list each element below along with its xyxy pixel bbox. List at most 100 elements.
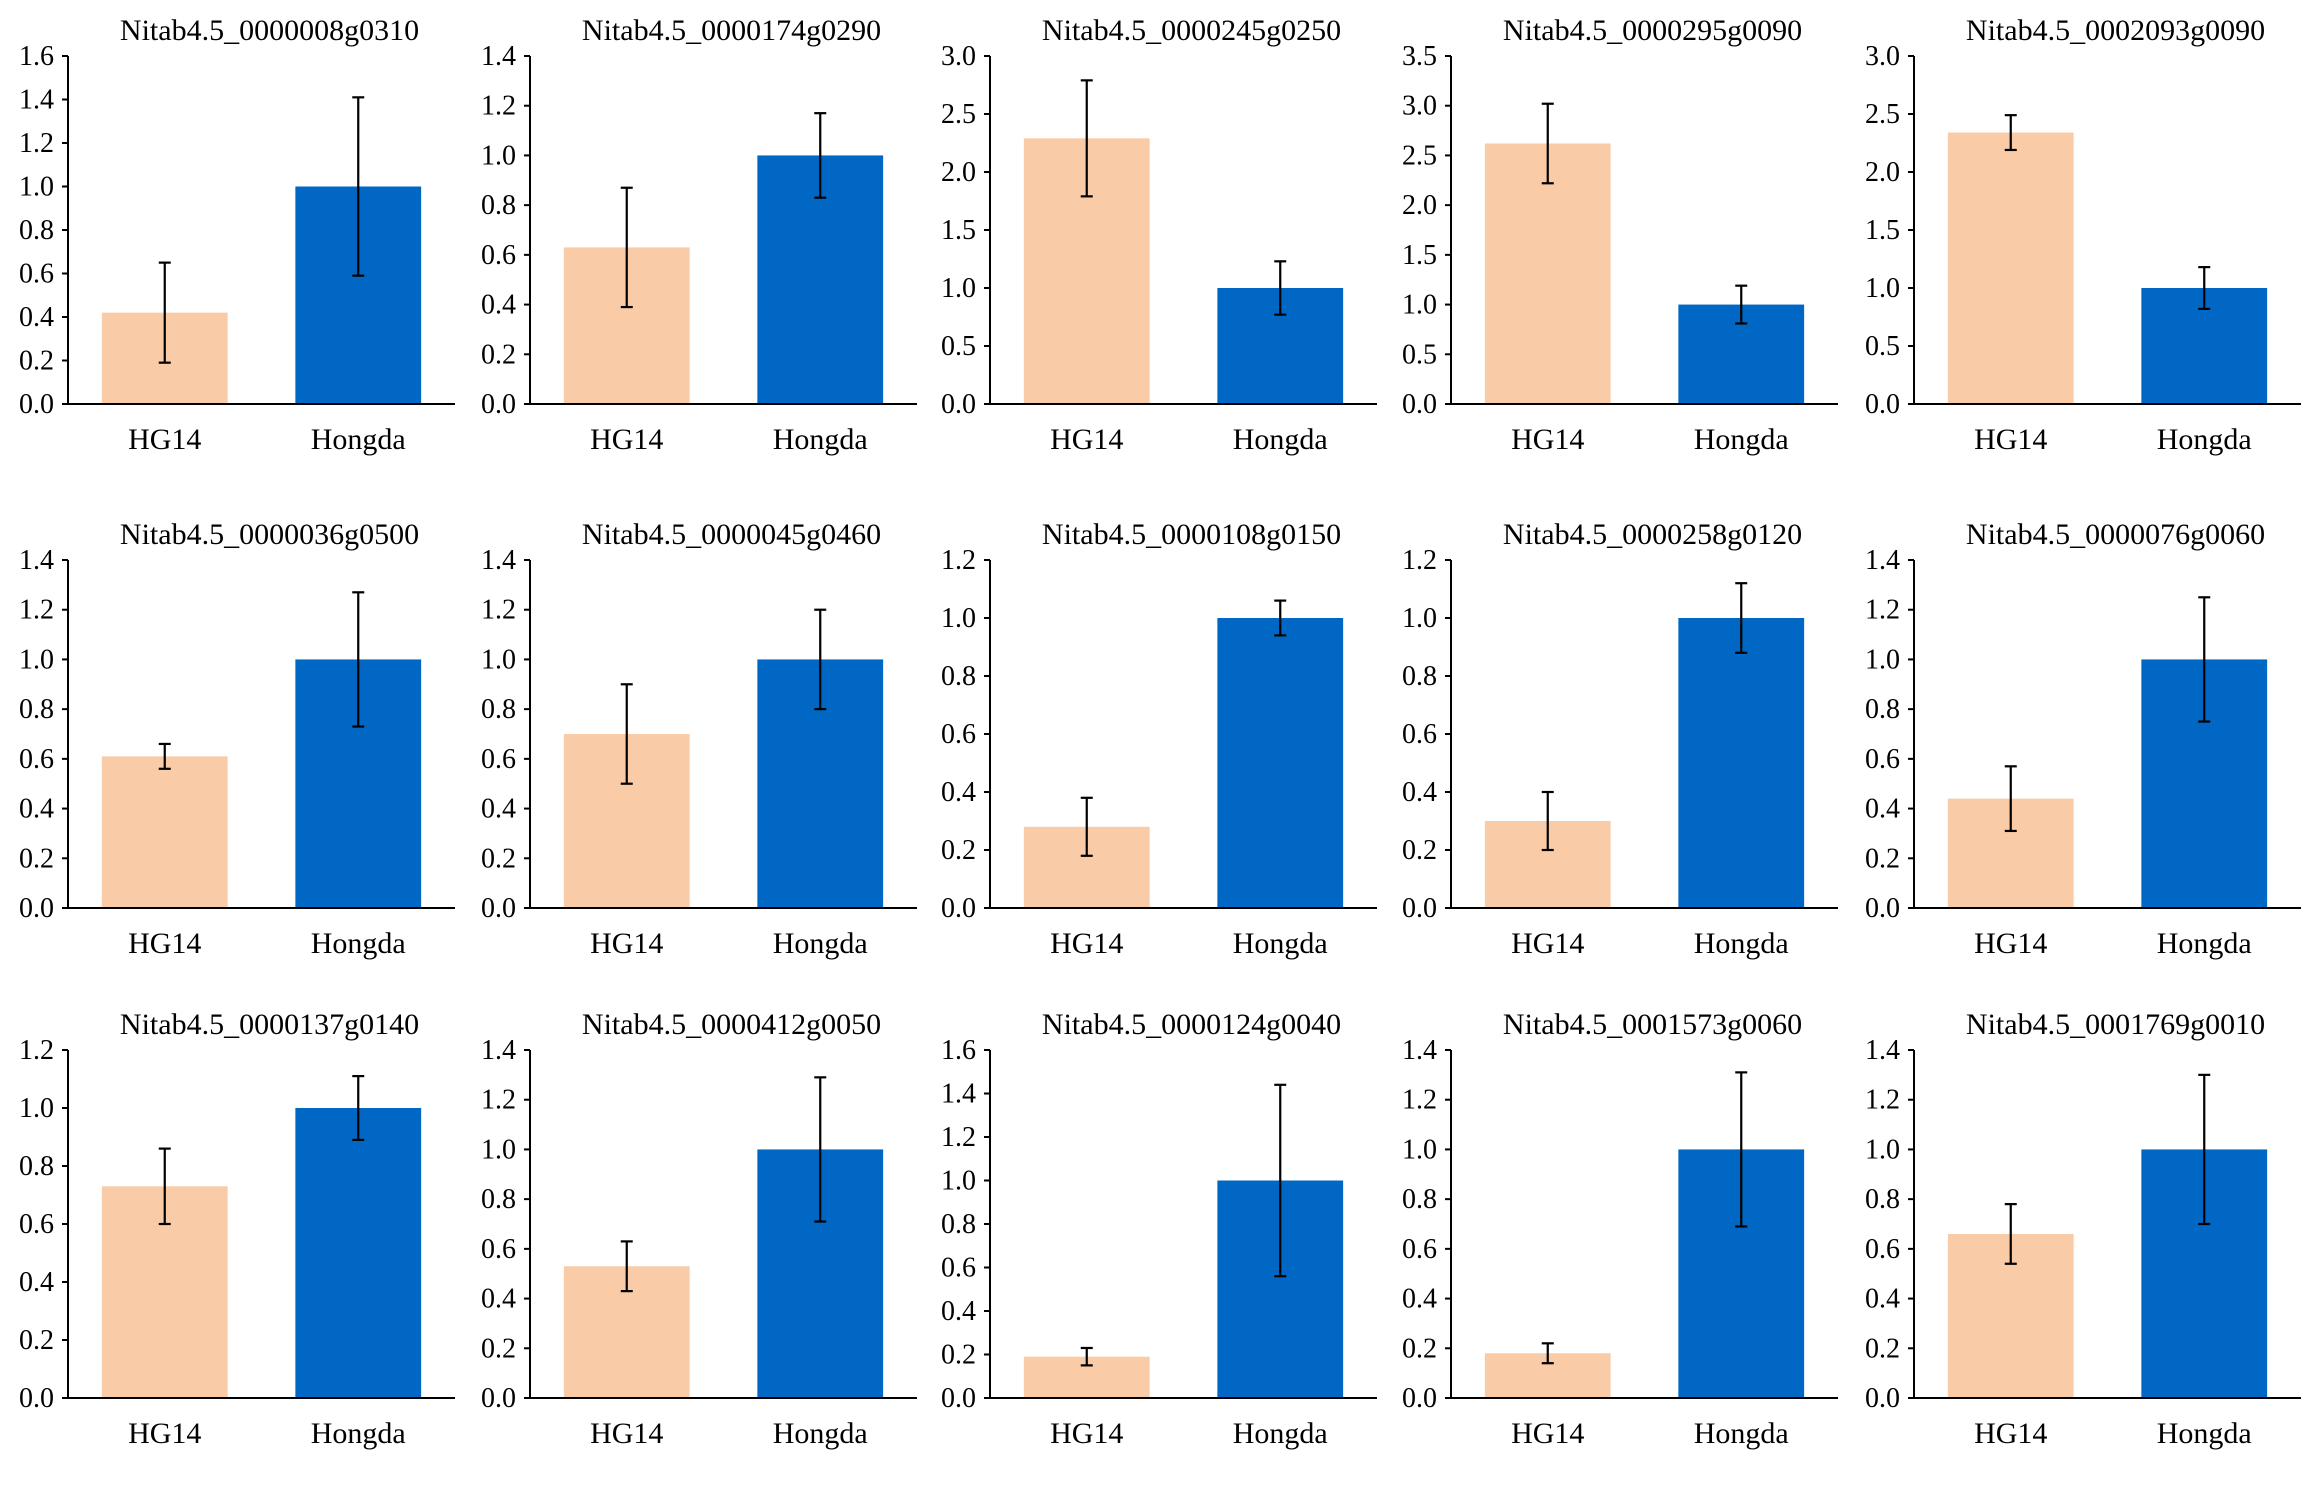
y-tick-label: 0.8 xyxy=(19,694,54,725)
y-tick-label: 3.0 xyxy=(941,41,976,72)
chart-panel: Nitab4.5_0000412g0050 0.0 0.2 0.4 0.6 0.8 1.0 1… xyxy=(481,1008,917,1450)
y-tick-label: 1.2 xyxy=(481,91,516,122)
panel-title: Nitab4.5_0001573g0060 xyxy=(1503,1008,1802,1041)
category-label: HG14 xyxy=(128,423,201,456)
category-label: Hongda xyxy=(311,927,406,960)
y-tick-label: 0.2 xyxy=(19,346,54,377)
y-tick-label: 0.2 xyxy=(19,1325,54,1356)
y-tick-label: 0.6 xyxy=(1865,1234,1900,1265)
y-tick-label: 1.6 xyxy=(19,41,54,72)
y-tick-label: 0.5 xyxy=(1402,339,1437,370)
chart-panel: Nitab4.5_0000045g0460 0.0 0.2 0.4 0.6 0.8 1.0 1… xyxy=(481,518,917,960)
chart-panel: Nitab4.5_0000245g0250 0.0 0.5 1.0 1.5 2.0 2.5 3… xyxy=(941,14,1377,456)
panel-title: Nitab4.5_0000245g0250 xyxy=(1042,14,1341,47)
category-label: HG14 xyxy=(128,1417,201,1450)
y-tick-label: 1.0 xyxy=(19,644,54,675)
category-label: Hongda xyxy=(2157,1417,2252,1450)
bar-hongda xyxy=(1678,618,1805,908)
panel-title: Nitab4.5_0000124g0040 xyxy=(1042,1008,1341,1041)
y-tick-label: 3.0 xyxy=(1402,91,1437,122)
category-label: Hongda xyxy=(1233,927,1328,960)
y-tick-label: 0.8 xyxy=(1865,694,1900,725)
y-tick-label: 1.0 xyxy=(19,1093,54,1124)
y-tick-label: 0.6 xyxy=(19,259,54,290)
y-tick-label: 0.0 xyxy=(1865,893,1900,924)
y-tick-label: 0.4 xyxy=(941,1296,976,1327)
category-label: HG14 xyxy=(1974,423,2047,456)
y-tick-label: 1.5 xyxy=(1402,240,1437,271)
panel-title: Nitab4.5_0000076g0060 xyxy=(1966,518,2265,551)
category-label: HG14 xyxy=(1974,927,2047,960)
category-label: HG14 xyxy=(590,927,663,960)
y-tick-label: 1.4 xyxy=(19,545,54,576)
y-tick-label: 1.0 xyxy=(19,172,54,203)
y-tick-label: 3.0 xyxy=(1865,41,1900,72)
category-label: Hongda xyxy=(773,1417,868,1450)
y-tick-label: 0.8 xyxy=(941,1209,976,1240)
y-tick-label: 0.4 xyxy=(19,1267,54,1298)
panel-title: Nitab4.5_0001769g0010 xyxy=(1966,1008,2265,1041)
y-tick-label: 1.4 xyxy=(481,1035,516,1066)
y-tick-label: 1.4 xyxy=(1865,1035,1900,1066)
y-tick-label: 0.0 xyxy=(19,893,54,924)
category-label: Hongda xyxy=(1694,423,1789,456)
y-tick-label: 1.2 xyxy=(1402,1085,1437,1116)
y-tick-label: 0.2 xyxy=(1865,1333,1900,1364)
chart-panel: Nitab4.5_0000076g0060 0.0 0.2 0.4 0.6 0.8 1.0 1… xyxy=(1865,518,2301,960)
y-tick-label: 0.0 xyxy=(941,893,976,924)
y-tick-label: 1.2 xyxy=(941,1122,976,1153)
y-tick-label: 0.5 xyxy=(1865,331,1900,362)
category-label: HG14 xyxy=(1511,927,1584,960)
chart-panel: Nitab4.5_0000108g0150 0.0 0.2 0.4 0.6 0.8 1.0 1… xyxy=(941,518,1377,960)
panel-title: Nitab4.5_0000258g0120 xyxy=(1503,518,1802,551)
category-label: HG14 xyxy=(1974,1417,2047,1450)
category-label: HG14 xyxy=(1511,1417,1584,1450)
y-tick-label: 1.2 xyxy=(19,128,54,159)
category-label: Hongda xyxy=(773,423,868,456)
panel-title: Nitab4.5_0000295g0090 xyxy=(1503,14,1802,47)
category-label: HG14 xyxy=(590,1417,663,1450)
bar-hg14 xyxy=(101,756,228,908)
chart-panel: Nitab4.5_0000295g0090 0.0 0.5 1.0 1.5 2.0 2.5 3… xyxy=(1402,14,1838,456)
chart-panel: Nitab4.5_0001573g0060 0.0 0.2 0.4 0.6 0.8 1.0 1… xyxy=(1402,1008,1838,1450)
y-tick-label: 0.6 xyxy=(1402,719,1437,750)
chart-panel: Nitab4.5_0000124g0040 0.0 0.2 0.4 0.6 0.8 1.0 1… xyxy=(941,1008,1377,1450)
y-tick-label: 0.6 xyxy=(481,744,516,775)
y-tick-label: 1.4 xyxy=(1402,1035,1437,1066)
y-tick-label: 1.4 xyxy=(19,85,54,116)
y-tick-label: 0.2 xyxy=(941,1340,976,1371)
y-tick-label: 1.4 xyxy=(481,41,516,72)
y-tick-label: 0.4 xyxy=(1865,1284,1900,1315)
y-tick-label: 1.0 xyxy=(1865,273,1900,304)
y-tick-label: 1.0 xyxy=(481,644,516,675)
y-tick-label: 1.0 xyxy=(481,1134,516,1165)
bar-hongda xyxy=(295,1108,422,1398)
panel-title: Nitab4.5_0000137g0140 xyxy=(120,1008,419,1041)
y-tick-label: 1.4 xyxy=(1865,545,1900,576)
y-tick-label: 0.6 xyxy=(1402,1234,1437,1265)
category-label: HG14 xyxy=(1050,423,1123,456)
y-tick-label: 1.2 xyxy=(19,595,54,626)
y-tick-label: 2.0 xyxy=(1865,157,1900,188)
chart-panel: Nitab4.5_0002093g0090 0.0 0.5 1.0 1.5 2.0 2.5 3… xyxy=(1865,14,2301,456)
y-tick-label: 1.0 xyxy=(1402,603,1437,634)
panel-title: Nitab4.5_0000045g0460 xyxy=(582,518,881,551)
panel-title: Nitab4.5_0002093g0090 xyxy=(1966,14,2265,47)
y-tick-label: 0.2 xyxy=(481,843,516,874)
y-tick-label: 2.5 xyxy=(941,99,976,130)
y-tick-label: 0.4 xyxy=(481,794,516,825)
panel-title: Nitab4.5_0000008g0310 xyxy=(120,14,419,47)
category-label: Hongda xyxy=(1694,927,1789,960)
category-label: Hongda xyxy=(2157,423,2252,456)
bar-hg14 xyxy=(1947,132,2074,404)
y-tick-label: 0.2 xyxy=(19,843,54,874)
y-tick-label: 1.4 xyxy=(481,545,516,576)
y-tick-label: 0.0 xyxy=(1402,1383,1437,1414)
chart-panel: Nitab4.5_0000174g0290 0.0 0.2 0.4 0.6 0.8 1.0 1… xyxy=(481,14,917,456)
y-tick-label: 0.8 xyxy=(941,661,976,692)
y-tick-label: 0.0 xyxy=(481,893,516,924)
category-label: Hongda xyxy=(773,927,868,960)
y-tick-label: 1.0 xyxy=(941,603,976,634)
category-label: Hongda xyxy=(311,423,406,456)
